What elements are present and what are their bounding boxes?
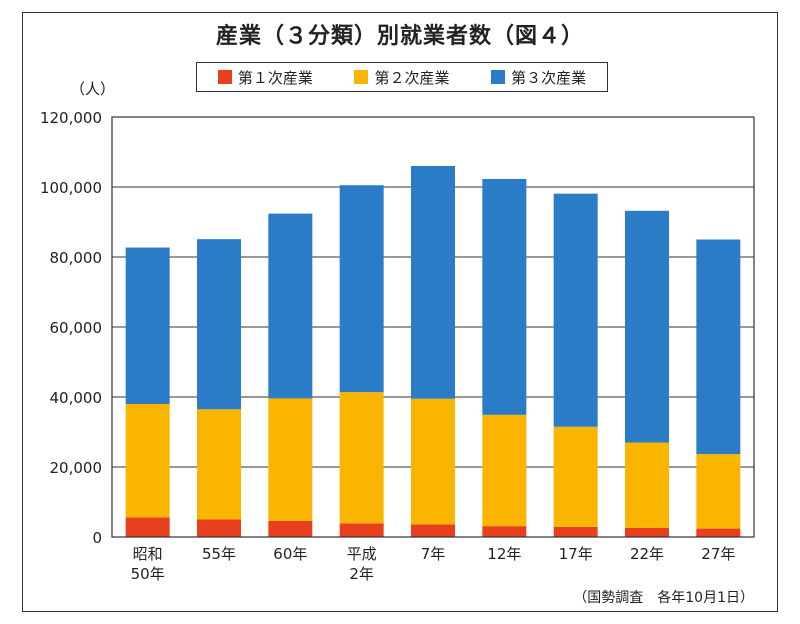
legend-label-series-3: 第３次産業 xyxy=(511,68,587,87)
bar-segment-series-3 xyxy=(268,213,313,399)
bar-segment-series-2 xyxy=(625,442,669,528)
x-tick-label: 12年 xyxy=(487,545,521,563)
plot-border xyxy=(111,116,755,538)
bar-segment-series-3 xyxy=(696,239,741,455)
y-tick-label: 80,000 xyxy=(50,249,103,267)
bar-segment-series-1 xyxy=(696,528,741,537)
x-tick-label: 60年 xyxy=(273,545,307,563)
legend-swatch-series-2 xyxy=(354,70,369,84)
bar-segment-series-2 xyxy=(339,392,384,524)
legend-label-series-2: 第２次産業 xyxy=(374,68,450,87)
bar-segment-series-1 xyxy=(197,519,241,537)
bar-segment-series-1 xyxy=(268,520,313,537)
chart-title: 産業（３分類）別就業者数（図４） xyxy=(215,24,584,49)
bar-segment-series-2 xyxy=(696,454,741,529)
bar-segment-series-2 xyxy=(411,398,455,525)
bar-segment-series-1 xyxy=(339,523,384,537)
bar-segment-series-3 xyxy=(411,166,455,399)
bar-segment-series-1 xyxy=(482,526,527,537)
x-tick-label: 55年 xyxy=(202,545,236,563)
bar-segment-series-1 xyxy=(125,517,170,537)
x-tick-label: 50年 xyxy=(131,565,165,583)
bar-segment-series-2 xyxy=(197,409,241,520)
legend-label-series-1: 第１次産業 xyxy=(237,68,313,87)
y-tick-label: 20,000 xyxy=(50,459,103,477)
bar-segment-series-2 xyxy=(268,398,313,521)
bar-segment-series-2 xyxy=(553,426,598,527)
x-tick-label: 17年 xyxy=(559,545,593,563)
legend-swatch-series-3 xyxy=(491,70,506,84)
y-tick-label: 40,000 xyxy=(50,389,103,407)
legend-item-series-1: 第１次産業 xyxy=(217,67,313,88)
x-tick-label: 27年 xyxy=(701,545,735,563)
bar-segment-series-1 xyxy=(553,526,598,537)
legend-item-series-2: 第２次産業 xyxy=(354,67,449,88)
legend-swatch-series-1 xyxy=(217,70,232,84)
bar-segment-series-1 xyxy=(411,524,455,537)
x-tick-label: 昭和 xyxy=(133,545,163,563)
bar-segment-series-2 xyxy=(482,414,527,527)
y-tick-label: 60,000 xyxy=(50,319,103,337)
x-tick-label: 7年 xyxy=(421,545,446,563)
source-note: （国勢調査 各年10月1日） xyxy=(573,590,754,606)
x-tick-label: 平成 xyxy=(347,545,377,563)
y-tick-label: 0 xyxy=(92,529,102,547)
y-tick-label: 100,000 xyxy=(40,179,102,197)
x-tick-label: 2年 xyxy=(349,565,374,583)
bar-segment-series-3 xyxy=(553,193,598,427)
bar-segment-series-3 xyxy=(125,247,170,404)
bar-segment-series-1 xyxy=(625,527,669,537)
y-axis-unit-label: （人） xyxy=(70,80,116,98)
bar-segment-series-2 xyxy=(125,404,170,518)
bar-segment-series-3 xyxy=(482,178,527,415)
y-tick-label: 120,000 xyxy=(40,109,102,127)
bar-segment-series-3 xyxy=(197,239,241,410)
bar-segment-series-3 xyxy=(339,185,384,393)
x-tick-label: 22年 xyxy=(630,545,664,563)
bar-segment-series-3 xyxy=(625,210,669,443)
legend: 第１次産業 第２次産業 第３次産業 xyxy=(196,62,608,92)
legend-item-series-3: 第３次産業 xyxy=(491,67,586,88)
